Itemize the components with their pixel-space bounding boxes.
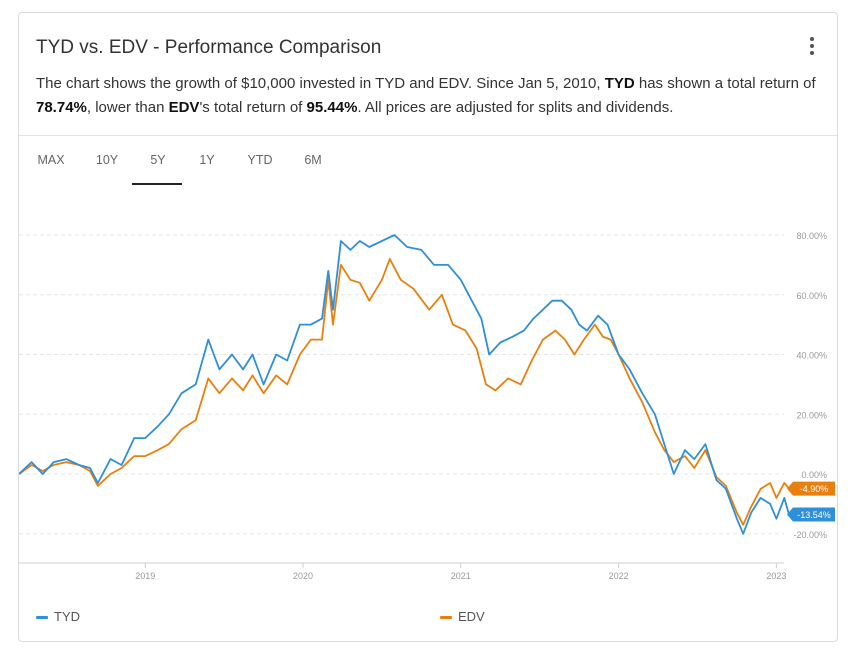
- x-tick-label: 2020: [293, 571, 313, 581]
- card-title: TYD vs. EDV - Performance Comparison: [36, 37, 382, 58]
- tab-1y[interactable]: 1Y: [199, 153, 215, 167]
- series-line-edv: [19, 258, 790, 526]
- chart-end-labels: -13.54% -4.90%: [787, 481, 835, 522]
- performance-chart: 80.00% 60.00% 40.00% 20.00% 0.00% -20.00% 2019…: [19, 231, 835, 581]
- tab-5y[interactable]: 5Y: [150, 153, 166, 167]
- end-label-edv: -4.90%: [787, 481, 835, 496]
- desc-ticker-tyd: TYD: [604, 75, 635, 92]
- chart-grid: [19, 234, 784, 535]
- tab-max[interactable]: MAX: [37, 153, 65, 167]
- desc-text-1: The chart shows the growth of $10,000 in…: [36, 75, 605, 92]
- x-tick-label: 2019: [135, 571, 155, 581]
- legend-swatch-tyd: [36, 616, 48, 620]
- desc-text-4: 's total return of: [199, 99, 307, 116]
- end-label-tag: [787, 507, 835, 522]
- desc-text-5: . All prices are adjusted for splits and…: [357, 99, 674, 116]
- desc-ticker-edv: EDV: [168, 99, 200, 116]
- desc-return-edv: 95.44%: [306, 99, 358, 116]
- performance-description: The chart shows the growth of $10,000 in…: [36, 72, 816, 120]
- end-label-tyd: -13.54%: [787, 507, 835, 522]
- series-line-tyd: [19, 234, 790, 535]
- x-tick-label: 2021: [451, 571, 471, 581]
- chart-axes: 80.00% 60.00% 40.00% 20.00% 0.00% -20.00% 2019…: [19, 231, 827, 581]
- y-tick-label: -20.00%: [793, 530, 827, 540]
- tab-ytd[interactable]: YTD: [247, 153, 273, 167]
- y-tick-label: 20.00%: [796, 410, 827, 420]
- legend-swatch-edv: [440, 616, 452, 620]
- x-tick-label: 2023: [766, 571, 786, 581]
- legend-label-edv: EDV: [458, 609, 485, 624]
- end-label-text: -4.90%: [800, 484, 829, 494]
- tab-6m[interactable]: 6M: [304, 153, 322, 167]
- x-tick-label: 2022: [609, 571, 629, 581]
- chart-series: [19, 234, 790, 535]
- end-label-tag: [787, 481, 835, 496]
- more-options-icon[interactable]: [809, 37, 815, 55]
- y-tick-label: 0.00%: [801, 470, 827, 480]
- comparison-card: TYD vs. EDV - Performance Comparison The…: [18, 12, 838, 642]
- desc-text-3: , lower than: [86, 99, 169, 116]
- y-tick-label: 60.00%: [796, 291, 827, 301]
- tab-10y[interactable]: 10Y: [95, 153, 119, 167]
- y-tick-label: 40.00%: [796, 351, 827, 361]
- end-label-text: -13.54%: [797, 510, 831, 520]
- legend-item-edv[interactable]: EDV: [440, 609, 485, 624]
- header-divider: [19, 135, 837, 136]
- legend-item-tyd[interactable]: TYD: [36, 609, 80, 624]
- active-tab-indicator: [132, 183, 182, 185]
- desc-return-tyd: 78.74%: [36, 99, 87, 116]
- legend-label-tyd: TYD: [54, 609, 80, 624]
- y-tick-label: 80.00%: [796, 231, 827, 241]
- desc-text-2: has shown a total return of: [634, 75, 816, 92]
